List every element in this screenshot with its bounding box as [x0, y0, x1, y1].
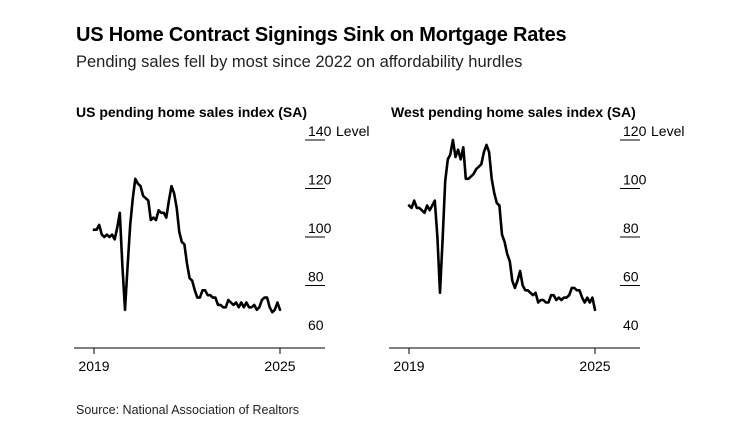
us-y-tick-label: 80 [308, 269, 324, 285]
us-grid [305, 139, 325, 286]
us-series [92, 177, 282, 314]
west-unit-label: Level [651, 123, 684, 139]
west-series [407, 138, 597, 312]
us-y-tick-label: 120 [308, 172, 332, 188]
us-ticks: 140 Level 120 100 80 60 2019 2025 [74, 123, 369, 374]
west-y-tick-label: 120 [623, 123, 647, 139]
west-y-tick-label: 60 [623, 269, 639, 285]
west-y-tick-label: 100 [623, 172, 647, 188]
chart-subtitle: Pending sales fell by most since 2022 on… [76, 53, 523, 71]
west-series-line [407, 138, 597, 312]
us-y-tick-label: 100 [308, 220, 332, 236]
us-y-tick-label: 140 [308, 123, 332, 139]
us-pending-sales-chart: US pending home sales index (SA) 140 Leve… [74, 104, 369, 374]
us-panel-title: US pending home sales index (SA) [76, 104, 307, 120]
west-ticks: 120 Level 100 80 60 40 2019 2025 [389, 123, 684, 374]
west-pending-sales-chart: West pending home sales index (SA) 120 Le… [389, 104, 684, 374]
us-series-line [92, 177, 282, 314]
west-y-tick-label: 80 [623, 220, 639, 236]
us-unit-label: Level [336, 123, 369, 139]
west-x-tick-label: 2019 [393, 358, 424, 374]
source-note: Source: National Association of Realtors [76, 403, 300, 417]
us-x-tick-label: 2019 [78, 358, 109, 374]
west-x-tick-label: 2025 [579, 358, 610, 374]
west-panel-title: West pending home sales index (SA) [391, 104, 636, 120]
west-y-tick-label: 40 [623, 317, 639, 333]
west-grid [620, 139, 640, 286]
us-y-tick-label: 60 [308, 317, 324, 333]
us-x-tick-label: 2025 [264, 358, 295, 374]
chart-title: US Home Contract Signings Sink on Mortga… [76, 24, 567, 46]
